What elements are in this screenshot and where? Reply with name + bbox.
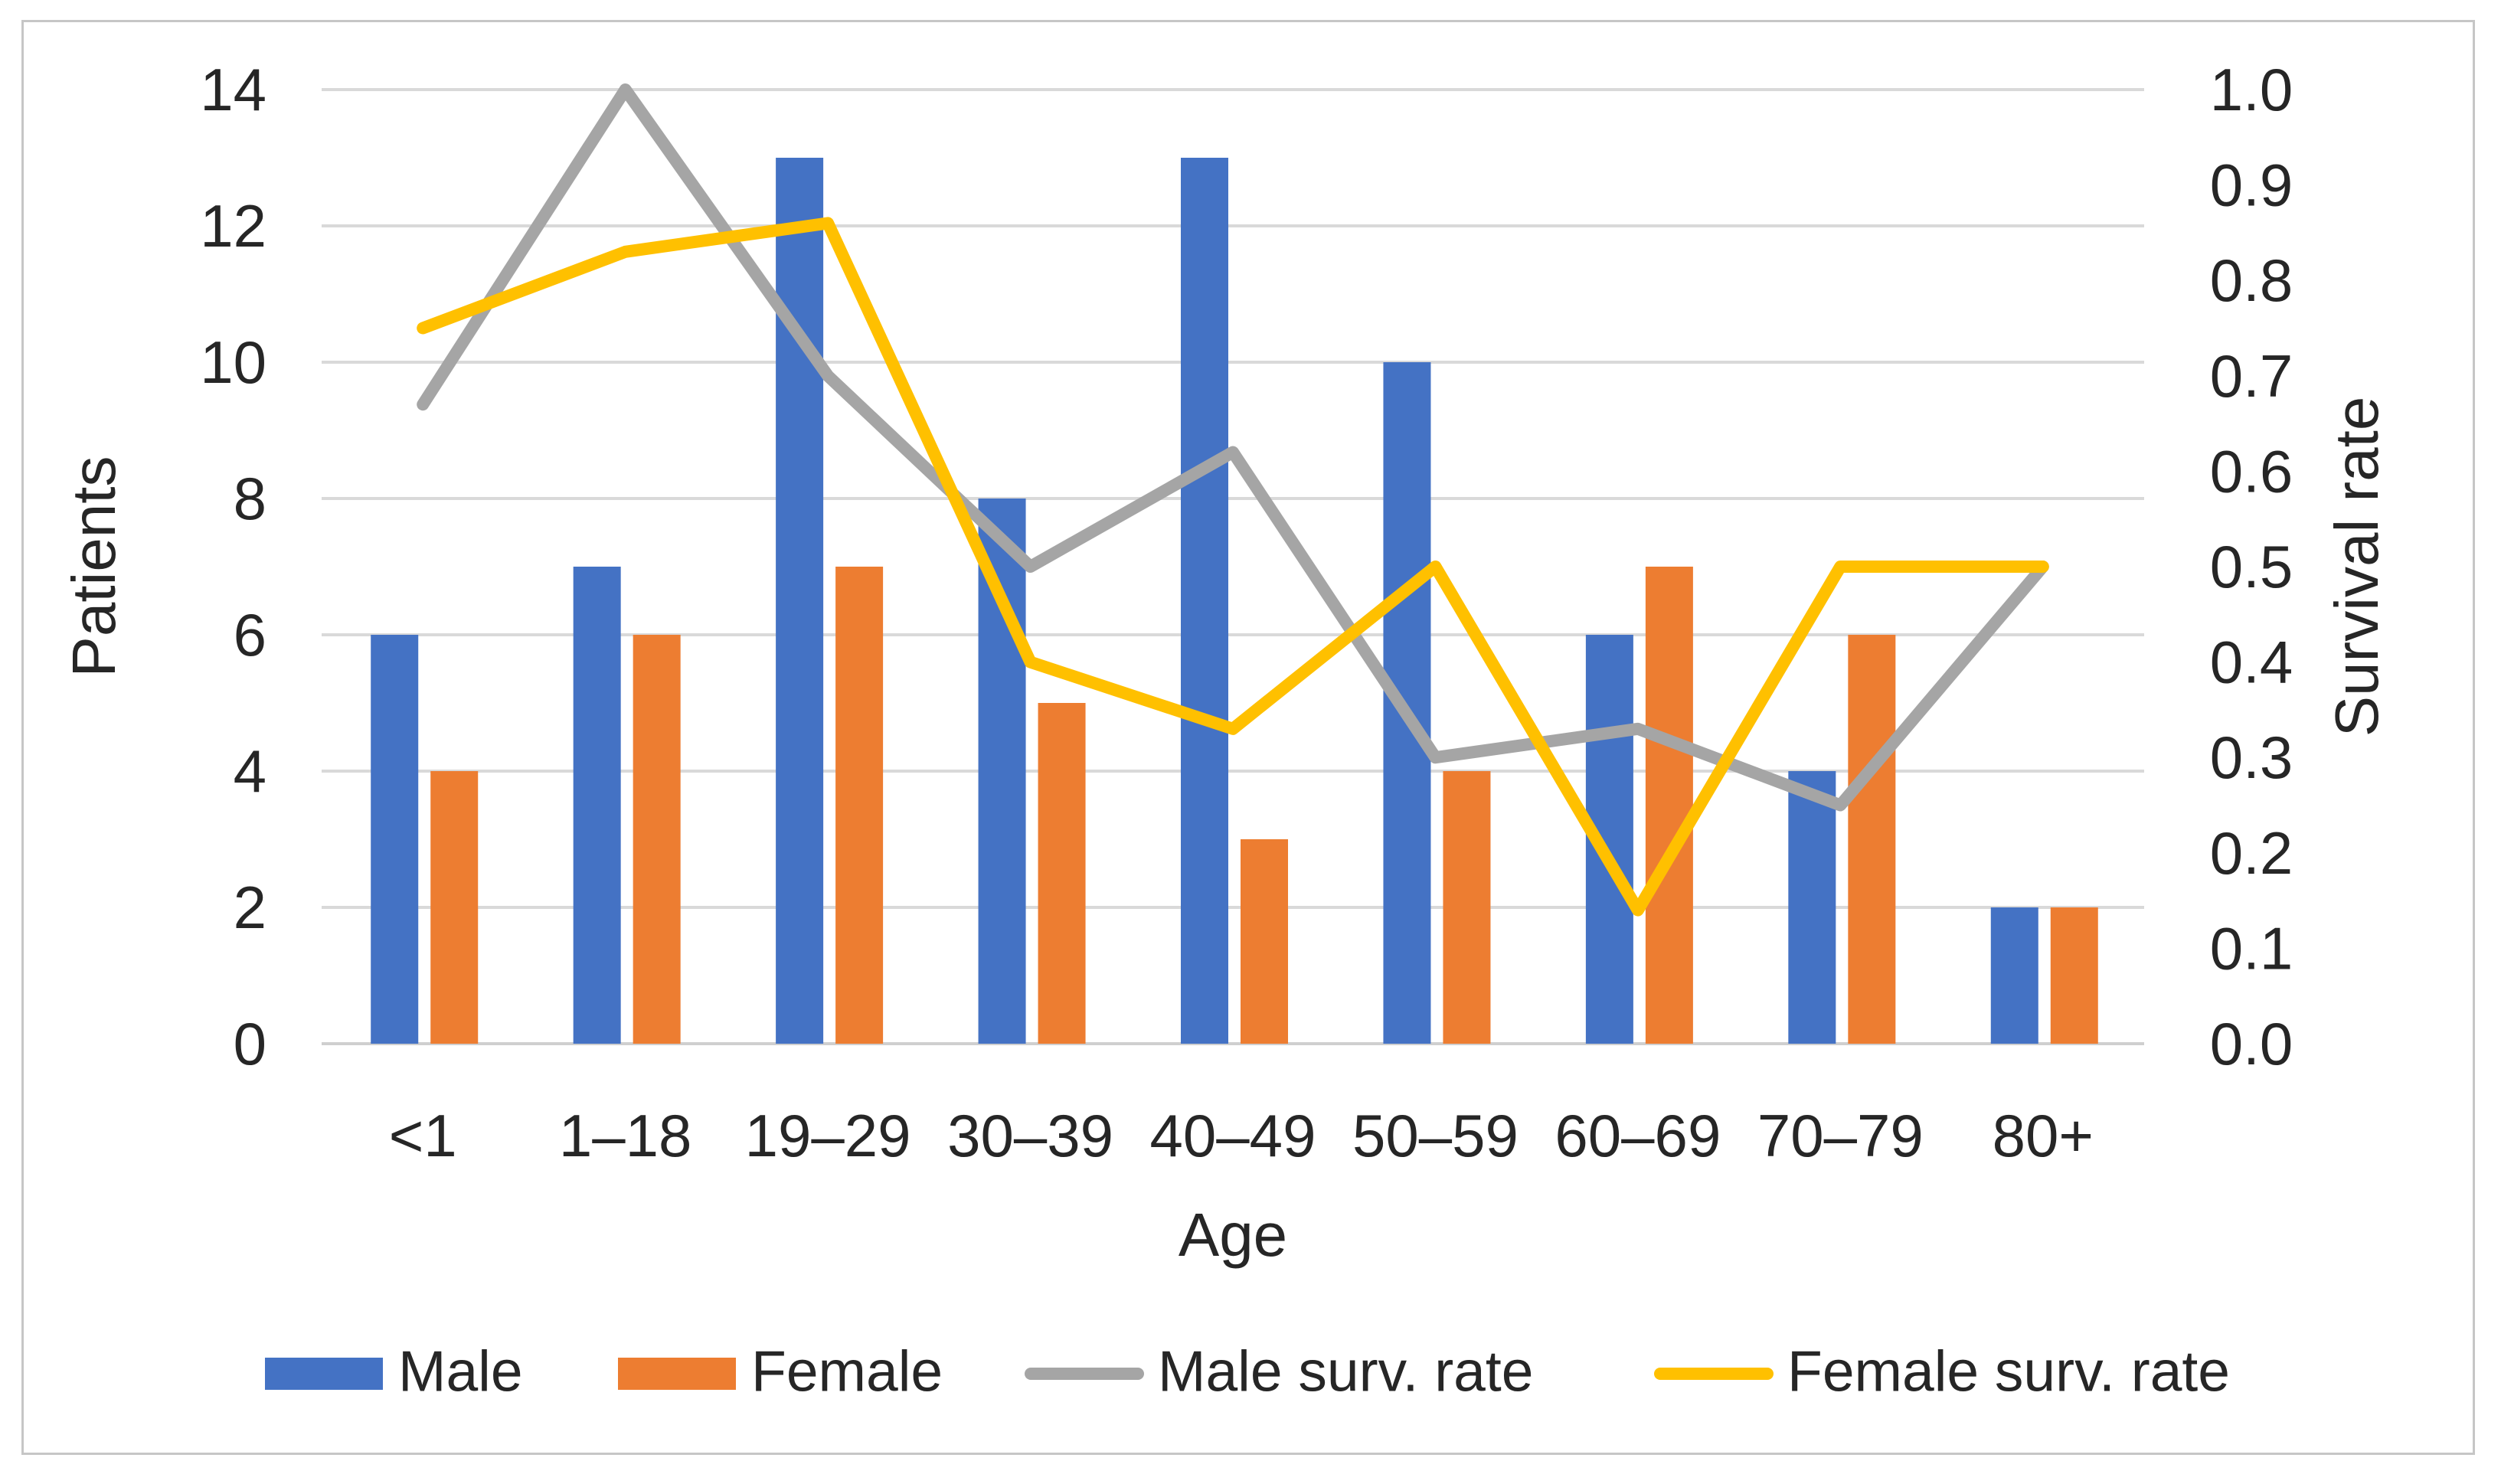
bar — [1645, 567, 1693, 1044]
right-tick-label: 0.1 — [2210, 914, 2293, 982]
x-tick-label: 50–59 — [1352, 1102, 1519, 1169]
x-tick-label: <1 — [389, 1102, 457, 1169]
legend-label: Female — [751, 1339, 943, 1404]
x-axis-tick-labels: <1 1–18 19–29 30–39 40–49 50–59 60–69 70–79 80+ — [389, 1102, 2094, 1169]
bar-series — [371, 158, 2098, 1044]
x-tick-label: 60–69 — [1555, 1102, 1721, 1169]
legend-label: Male surv. rate — [1158, 1339, 1534, 1404]
bar — [1443, 771, 1491, 1044]
left-axis-title: Patients — [60, 456, 128, 677]
bar — [776, 158, 824, 1044]
bar-series-female — [430, 567, 2098, 1044]
bar — [1181, 158, 1228, 1044]
right-tick-label: 0.3 — [2210, 724, 2293, 791]
right-tick-label: 0.4 — [2210, 629, 2293, 696]
bar — [2050, 907, 2098, 1044]
x-tick-label: 19–29 — [745, 1102, 911, 1169]
bar — [633, 635, 681, 1044]
x-tick-label: 40–49 — [1150, 1102, 1316, 1169]
bar — [1038, 703, 1086, 1044]
x-tick-label: 30–39 — [947, 1102, 1113, 1169]
bar — [1788, 771, 1836, 1044]
left-tick-label: 6 — [234, 601, 266, 668]
bar — [371, 635, 419, 1044]
legend-swatch-bar — [265, 1358, 383, 1390]
bar — [430, 771, 479, 1044]
left-tick-label: 12 — [200, 192, 266, 260]
left-tick-label: 8 — [234, 465, 266, 532]
right-tick-label: 0.8 — [2210, 247, 2293, 314]
gridlines — [322, 88, 2144, 1045]
bar — [573, 567, 621, 1044]
right-tick-label: 1.0 — [2210, 56, 2293, 123]
line-series — [417, 83, 2049, 917]
bar — [835, 567, 884, 1044]
right-tick-label: 0.2 — [2210, 819, 2293, 887]
left-tick-label: 0 — [234, 1010, 266, 1077]
right-tick-label: 0.6 — [2210, 437, 2293, 505]
right-tick-label: 0.9 — [2210, 152, 2293, 219]
legend-swatch-line — [1654, 1368, 1774, 1380]
right-axis-tick-labels: 0.0 0.1 0.2 0.3 0.4 0.5 0.6 0.7 0.8 0.9 1.0 — [2210, 56, 2293, 1077]
bar-series-male — [371, 158, 2038, 1044]
legend-label: Female surv. rate — [1787, 1339, 2230, 1404]
right-tick-label: 0.0 — [2210, 1010, 2293, 1077]
left-tick-label: 10 — [200, 329, 266, 396]
line-series-female-surv-rate — [417, 217, 2049, 917]
left-tick-label: 14 — [200, 56, 266, 123]
bar — [1990, 907, 2038, 1044]
x-tick-label: 1–18 — [559, 1102, 692, 1169]
right-axis-title: Survival rate — [2323, 397, 2391, 737]
bar — [1848, 635, 1896, 1044]
right-tick-label: 0.7 — [2210, 342, 2293, 410]
figure-border — [21, 20, 2475, 1455]
bar — [1383, 362, 1431, 1044]
right-tick-label: 0.5 — [2210, 533, 2293, 600]
x-tick-label: 70–79 — [1757, 1102, 1924, 1169]
left-tick-label: 4 — [234, 737, 266, 805]
legend-label: Male — [398, 1339, 523, 1404]
x-tick-label: 80+ — [1993, 1102, 2094, 1169]
left-tick-label: 2 — [234, 874, 266, 941]
x-axis-title: Age — [1179, 1201, 1287, 1269]
bar — [978, 498, 1026, 1044]
left-axis-tick-labels: 0 2 4 6 8 10 12 14 — [200, 56, 266, 1077]
line-series-male-surv-rate — [417, 83, 2049, 812]
legend-swatch-line — [1025, 1368, 1144, 1380]
bar — [1241, 839, 1288, 1044]
legend-swatch-bar — [618, 1358, 736, 1390]
